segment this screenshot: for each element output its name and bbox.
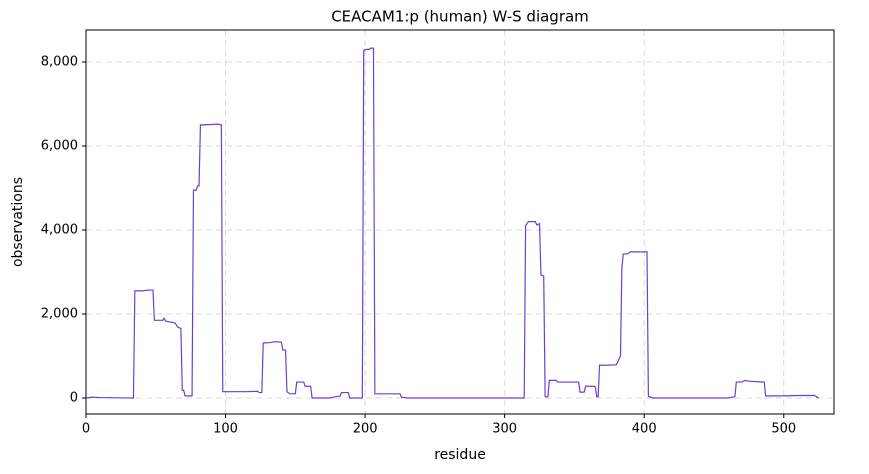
data-line: [85, 47, 819, 399]
x-tick-label: 400: [632, 422, 657, 437]
plot-frame: [85, 29, 835, 415]
x-tick-label: 200: [353, 422, 378, 437]
x-tick-label: 500: [771, 422, 796, 437]
x-axis-label: residue: [434, 447, 486, 463]
y-tick-label: 6,000: [41, 139, 78, 154]
y-tick-label: 0: [70, 390, 78, 405]
y-tick-label: 4,000: [41, 223, 78, 238]
x-tick-label: 0: [82, 422, 90, 437]
y-axis-label: observations: [10, 177, 26, 267]
x-tick-label: 300: [492, 422, 517, 437]
x-tick-label: 100: [213, 422, 238, 437]
chart-title: CEACAM1:p (human) W-S diagram: [331, 8, 589, 26]
y-tick-label: 8,000: [41, 55, 78, 70]
y-tick-label: 2,000: [41, 306, 78, 321]
